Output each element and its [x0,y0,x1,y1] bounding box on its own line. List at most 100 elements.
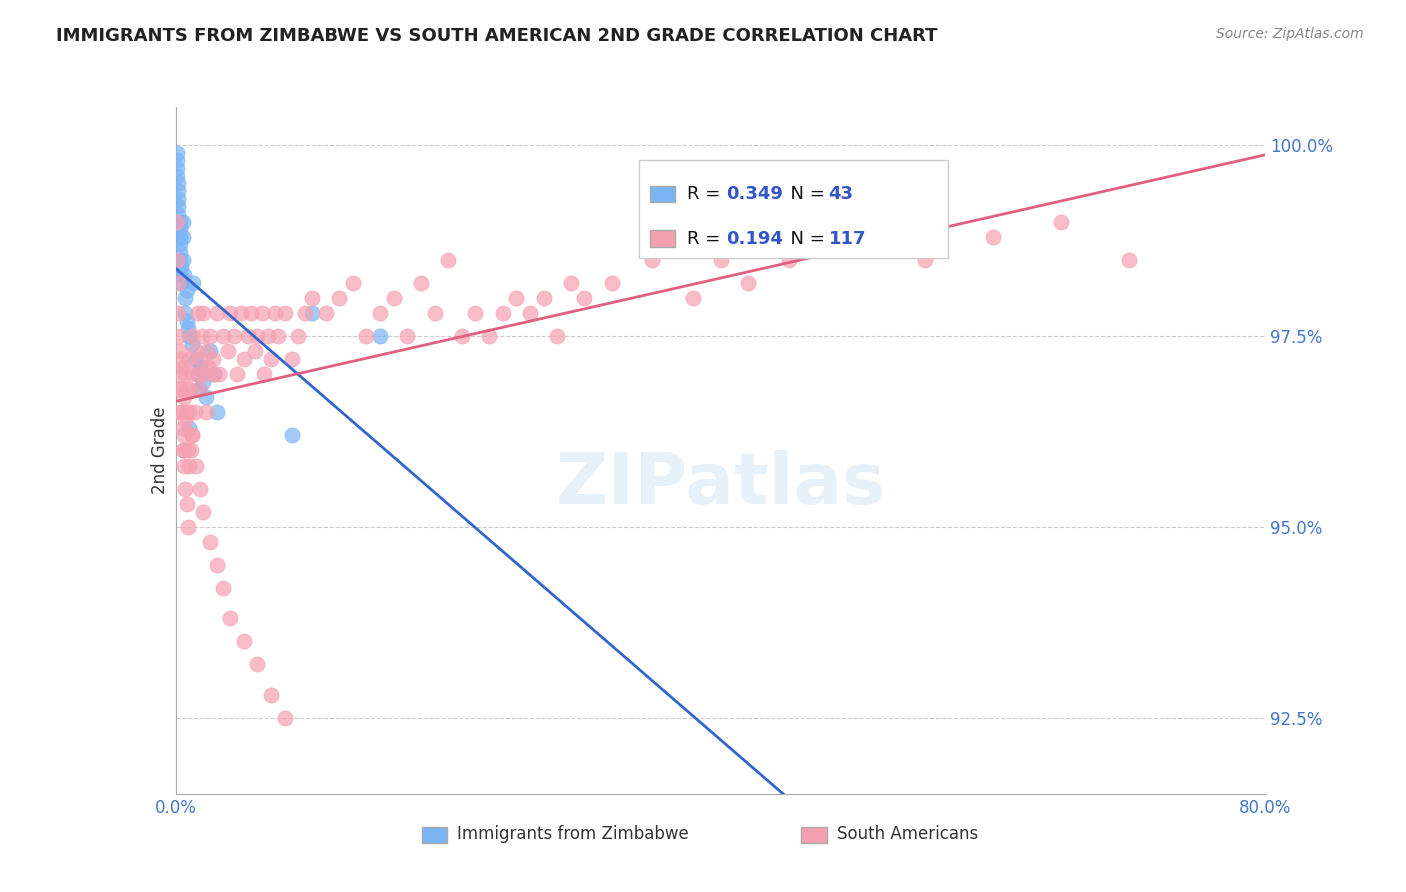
Point [260,688,283,702]
Point [167,199,190,213]
Point [174,291,197,305]
Point [778,252,800,267]
Point [267,329,290,343]
Point [205,405,228,419]
Point [172,229,194,244]
Text: 43: 43 [828,186,853,203]
Point [231,306,253,320]
Text: South Americans: South Americans [837,825,977,843]
Point [208,367,231,381]
Point [505,291,527,305]
Point [179,351,201,366]
Point [236,329,259,343]
Point [172,359,194,374]
Point [368,329,391,343]
Point [172,252,194,267]
Point [169,383,191,397]
Point [264,306,287,320]
Point [173,428,195,442]
Point [342,276,364,290]
Point [257,329,280,343]
Point [166,169,188,183]
Point [194,390,217,404]
Point [219,611,242,625]
Point [560,276,582,290]
Point [193,367,215,381]
Point [166,161,188,175]
FancyBboxPatch shape [801,827,827,843]
Point [167,207,190,221]
Point [239,306,262,320]
Point [167,329,190,343]
Point [546,329,568,343]
Point [409,276,432,290]
Point [191,375,214,389]
Point [437,252,460,267]
Point [197,359,219,374]
Point [845,229,868,244]
Point [519,306,541,320]
Point [174,413,197,427]
Point [232,351,254,366]
Point [191,504,214,518]
Point [280,428,302,442]
Point [201,351,224,366]
Point [176,314,198,328]
Point [191,306,214,320]
Point [368,306,391,320]
Point [184,405,207,419]
Point [450,329,472,343]
Point [170,260,193,275]
FancyBboxPatch shape [638,160,948,258]
Point [253,367,276,381]
Point [188,482,211,496]
Point [166,145,188,160]
Point [174,482,197,496]
Point [169,237,191,252]
Point [179,405,201,419]
Text: N =: N = [779,229,831,247]
Point [396,329,419,343]
Point [176,497,198,511]
Point [280,351,302,366]
Point [423,306,446,320]
Point [328,291,350,305]
Point [179,329,201,343]
Point [174,367,197,381]
Point [173,443,195,458]
Point [169,222,191,236]
Point [186,344,208,359]
Point [177,321,200,335]
FancyBboxPatch shape [422,827,447,843]
Point [682,291,704,305]
Point [186,367,209,381]
Point [382,291,405,305]
Point [478,329,501,343]
Y-axis label: 2nd Grade: 2nd Grade [150,407,169,494]
Point [198,535,221,549]
Text: N =: N = [779,186,831,203]
Point [202,367,225,381]
Point [188,351,211,366]
Point [179,383,201,397]
Point [181,428,204,442]
Point [169,229,191,244]
Point [167,177,190,191]
Point [217,344,239,359]
Point [179,420,201,434]
Point [301,306,323,320]
Point [294,306,316,320]
Point [177,443,200,458]
Point [212,581,235,595]
Point [195,344,218,359]
Point [170,268,193,282]
Point [274,306,297,320]
Point [219,306,242,320]
Point [186,458,208,473]
Text: IMMIGRANTS FROM ZIMBABWE VS SOUTH AMERICAN 2ND GRADE CORRELATION CHART: IMMIGRANTS FROM ZIMBABWE VS SOUTH AMERIC… [56,27,938,45]
Point [170,405,193,419]
Point [172,214,194,228]
Point [173,390,195,404]
Point [243,344,266,359]
Point [1118,252,1140,267]
